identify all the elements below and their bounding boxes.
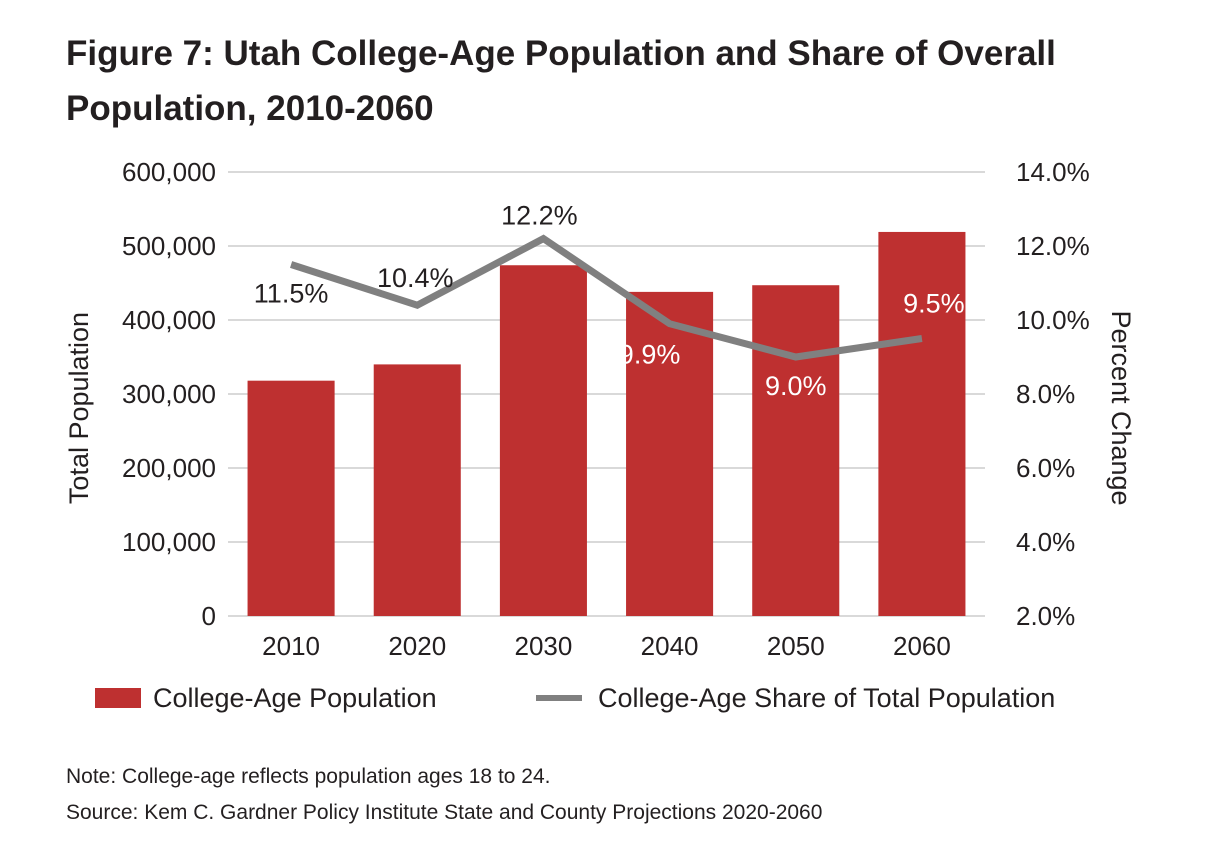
y2-tick-label: 4.0% [1016, 527, 1075, 557]
y-tick-label: 500,000 [122, 231, 216, 261]
legend-label-line: College-Age Share of Total Population [598, 683, 1055, 713]
data-label: 10.4% [377, 263, 454, 293]
legend-swatch-bar [95, 688, 141, 708]
y2-tick-label: 10.0% [1016, 305, 1090, 335]
y-axis-title: Total Population [64, 312, 94, 504]
y2-tick-label: 14.0% [1016, 157, 1090, 187]
bar-2050 [752, 285, 840, 616]
data-label: 12.2% [501, 201, 578, 231]
x-tick-label: 2040 [641, 631, 699, 661]
share-line [290, 234, 923, 361]
x-tick-label: 2020 [388, 631, 446, 661]
data-label: 9.0% [765, 371, 827, 401]
data-label: 11.5% [254, 279, 329, 309]
y2-tick-label: 6.0% [1016, 453, 1075, 483]
y2-tick-label: 8.0% [1016, 379, 1075, 409]
y-tick-label: 300,000 [122, 379, 216, 409]
y-tick-label: 0 [202, 601, 216, 631]
y2-tick-label: 12.0% [1016, 231, 1090, 261]
y-tick-label: 600,000 [122, 157, 216, 187]
x-tick-label: 2050 [767, 631, 825, 661]
legend-label-bar: College-Age Population [153, 683, 437, 713]
y2-tick-label: 2.0% [1016, 601, 1075, 631]
y-tick-label: 400,000 [122, 305, 216, 335]
bar-2020 [373, 364, 461, 616]
chart-title: Figure 7: Utah College-Age Population an… [66, 34, 1056, 128]
bar-2060 [878, 231, 966, 616]
y-tick-label: 100,000 [122, 527, 216, 557]
x-tick-label: 2060 [893, 631, 951, 661]
chart-source: Source: Kem C. Gardner Policy Institute … [66, 801, 823, 824]
y2-axis-title: Percent Change [1106, 310, 1136, 505]
chart-note: Note: College-age reflects population ag… [66, 765, 551, 788]
bar-2030 [499, 265, 587, 616]
data-label: 9.5% [903, 289, 965, 319]
bar-2010 [247, 380, 335, 616]
bar-2040 [626, 291, 714, 616]
x-tick-label: 2010 [262, 631, 320, 661]
data-label: 9.9% [619, 340, 681, 370]
x-tick-label: 2030 [514, 631, 572, 661]
y-tick-label: 200,000 [122, 453, 216, 483]
